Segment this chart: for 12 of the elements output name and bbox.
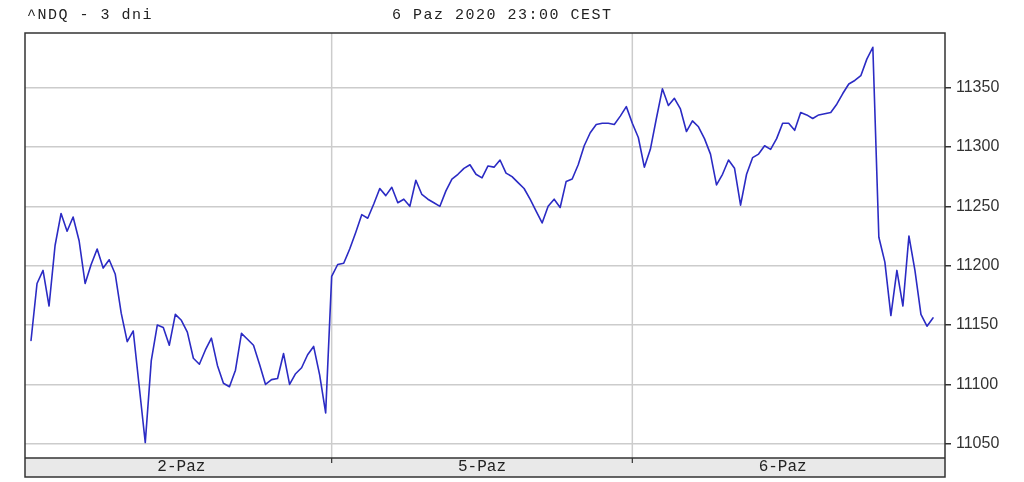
y-tick-label: 11300 xyxy=(956,137,1000,155)
y-tick-label: 11350 xyxy=(956,78,1000,96)
y-tick-label: 11150 xyxy=(956,315,999,333)
y-tick-label: 11200 xyxy=(956,256,1000,274)
x-tick-label: 6-Paz xyxy=(758,458,807,477)
y-tick-label: 11050 xyxy=(956,434,1000,452)
chart-subtitle: 6 Paz 2020 23:00 CEST xyxy=(392,7,613,24)
x-tick-label: 2-Paz xyxy=(157,458,206,477)
y-tick-label: 11100 xyxy=(956,374,999,392)
x-tick-label: 5-Paz xyxy=(457,458,506,477)
chart-title: ^NDQ - 3 dni xyxy=(27,7,154,24)
y-tick-label: 11250 xyxy=(956,196,1000,214)
